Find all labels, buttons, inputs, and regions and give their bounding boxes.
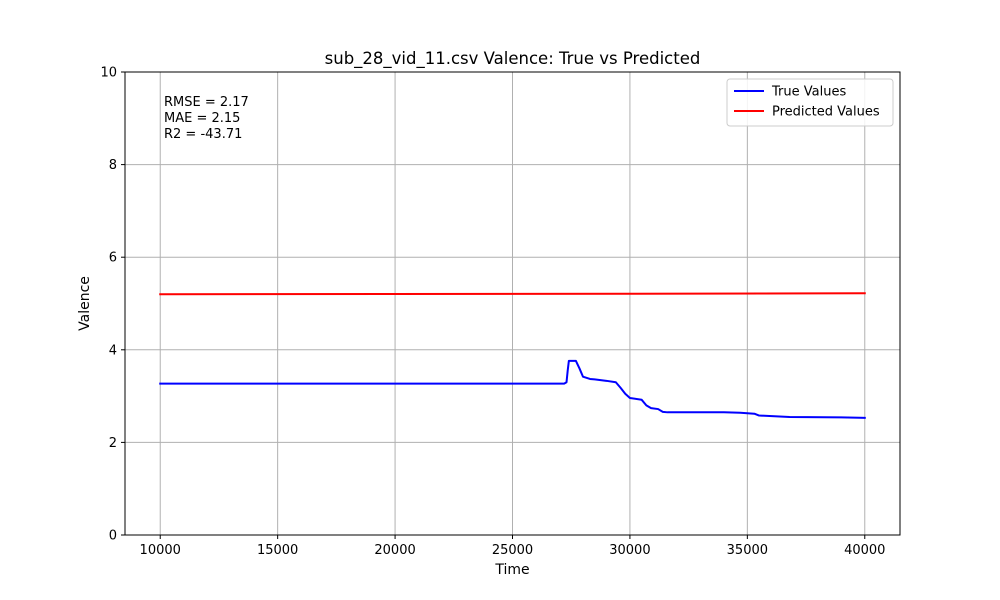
y-tick-label: 8 [109, 158, 117, 173]
true-values-line [159, 359, 866, 419]
axis-ticks: 10000 15000 20000 25000 30000 35000 40000 0 2 4 6 8… [100, 66, 885, 559]
x-tick-label: 10000 [140, 543, 181, 558]
r2-text: R2 = -43.71 [164, 127, 242, 142]
y-tick-label: 10 [100, 66, 117, 81]
y-tick-label: 2 [109, 436, 117, 451]
legend-box [726, 78, 894, 127]
chart-title: sub_28_vid_11.csv Valence: True vs Predi… [325, 49, 701, 69]
stats-annotation: RMSE = 2.17 MAE = 2.15 R2 = -43.71 [164, 95, 249, 142]
x-tick-label: 35000 [727, 543, 768, 558]
y-tick-label: 4 [109, 343, 117, 358]
mae-text: MAE = 2.15 [164, 111, 240, 126]
y-axis-label: Valence [77, 276, 93, 331]
legend-true-label: True Values [771, 85, 846, 100]
x-tick-label: 15000 [257, 543, 298, 558]
x-axis-label: Time [494, 562, 529, 578]
series-lines [159, 292, 866, 419]
y-tick-label: 6 [109, 251, 117, 266]
x-tick-label: 30000 [609, 543, 650, 558]
rmse-text: RMSE = 2.17 [164, 95, 249, 110]
x-tick-label: 40000 [844, 543, 885, 558]
legend: True Values Predicted Values [726, 78, 894, 127]
x-tick-label: 25000 [492, 543, 533, 558]
legend-predicted-label: Predicted Values [772, 105, 880, 120]
x-tick-label: 20000 [374, 543, 415, 558]
y-tick-label: 0 [109, 529, 117, 544]
predicted-values-line [159, 292, 866, 296]
